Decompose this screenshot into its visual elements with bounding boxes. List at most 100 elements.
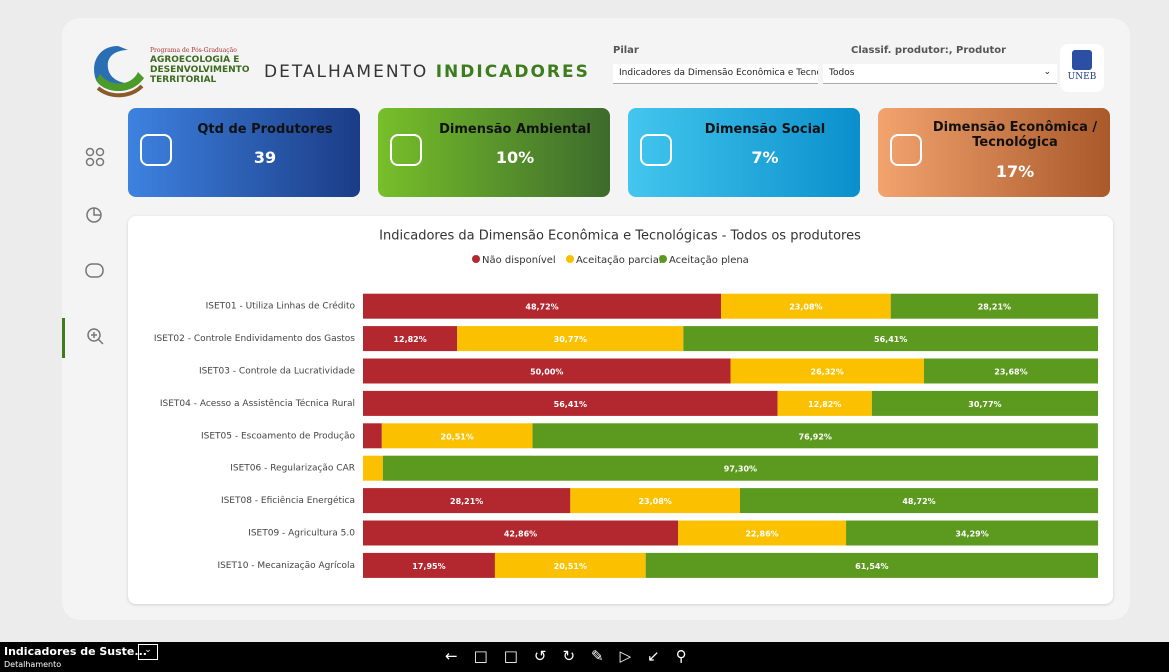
bar-segment	[457, 326, 684, 352]
bar-segment	[494, 552, 646, 578]
value-label: 56,41%	[874, 335, 907, 344]
legend-label: Não disponível	[482, 254, 556, 266]
card-title: Dimensão Ambiental	[439, 122, 591, 137]
toolbar-icons[interactable]: ←□□↺↻✎▷↙⚲	[445, 647, 703, 665]
bar-segment	[363, 455, 383, 481]
bar-segment	[532, 423, 1098, 449]
card-title: Dimensão Econômica / Tecnológica	[932, 120, 1098, 150]
bar-segment	[730, 358, 924, 384]
bar-segment	[363, 326, 458, 352]
bar-segment	[739, 488, 1099, 514]
kpi-card: Dimensão Econômica / Tecnológica 17%	[878, 108, 1110, 197]
card-title: Dimensão Social	[704, 122, 826, 137]
value-label: 30,77%	[554, 335, 587, 344]
value-label: 12,82%	[808, 400, 841, 409]
value-label: 23,68%	[994, 368, 1027, 377]
bar-segment	[923, 358, 1098, 384]
bar-segment	[363, 520, 679, 546]
bar-segment	[678, 520, 847, 546]
kpi-card: Dimensão Ambiental 10%	[378, 108, 610, 197]
page-dropdown[interactable]: ⌄	[138, 644, 158, 660]
nav-icons	[85, 147, 105, 345]
bar-segment	[890, 293, 1099, 319]
value-label: 23,08%	[789, 303, 822, 312]
value-label: 22,86%	[745, 530, 778, 539]
logo-line: AGROECOLOGIA E	[150, 55, 240, 65]
chart-panel: Indicadores da Dimensão Econômica e Tecn…	[128, 216, 1113, 604]
filter-label: Pilar	[613, 45, 639, 56]
title-plain: DETALHAMENTO	[264, 62, 429, 82]
nav-active	[62, 318, 65, 358]
bar-segment	[871, 390, 1098, 416]
category-label: ISET08 - Eficiência Energética	[221, 495, 355, 506]
value-label: 26,32%	[811, 368, 844, 377]
legend-dot	[472, 255, 480, 263]
category-label: ISET03 - Controle da Lucratividade	[199, 367, 356, 377]
filter-dropdown[interactable]: Indicadores da Dimensão Econômica e Tecn…	[613, 64, 818, 84]
value-label: 61,54%	[855, 562, 888, 571]
bar-segment	[363, 488, 571, 514]
value-label: 48,72%	[525, 303, 558, 312]
bar-segment	[381, 423, 533, 449]
filter-value: Indicadores da Dimensão Econômica e Tecn…	[619, 68, 818, 78]
page-title: DETALHAMENTO INDICADORES	[264, 62, 590, 82]
bar-segment	[363, 390, 778, 416]
card-value: 17%	[995, 162, 1035, 181]
bar-segment	[846, 520, 1099, 546]
card-value: 10%	[495, 148, 535, 167]
bar-segment	[570, 488, 740, 514]
value-label: 20,51%	[554, 562, 587, 571]
legend-label: Aceitação plena	[669, 255, 749, 266]
category-label: ISET02 - Controle Endividamento dos Gast…	[154, 334, 355, 344]
value-label: 23,08%	[638, 497, 671, 506]
program-name: AGROECOLOGIA E DESENVOLVIMENTO TERRITORI…	[150, 55, 249, 85]
category-label: ISET04 - Acesso a Assistência Técnica Ru…	[160, 398, 355, 409]
value-label: 50,00%	[530, 368, 563, 377]
logo-line: TERRITORIAL	[150, 75, 217, 85]
legend-dot	[659, 255, 667, 263]
card-value: 7%	[751, 148, 779, 167]
logo-line: DESENVOLVIMENTO	[150, 65, 250, 75]
bar-segment	[683, 326, 1098, 352]
kpi-card: Qtd de Produtores 39	[128, 108, 360, 197]
value-label: 28,21%	[450, 497, 483, 506]
program-label: Programa de Pós-Graduação	[150, 47, 237, 54]
bar-segment	[721, 293, 891, 319]
legend-dot	[566, 255, 574, 263]
value-label: 17,95%	[412, 562, 445, 571]
bar-segment	[645, 552, 1098, 578]
filter-value: Todos	[829, 68, 855, 78]
kpi-card: Dimensão Social 7%	[628, 108, 860, 197]
card-title: Qtd de Produtores	[197, 122, 333, 137]
value-label: 34,29%	[955, 530, 988, 539]
chart: Indicadores da Dimensão Econômica e Tecn…	[154, 229, 1099, 578]
card-value: 39	[253, 148, 277, 167]
bar-segment	[363, 358, 731, 384]
category-label: ISET06 - Regularização CAR	[230, 464, 355, 474]
bar-segment	[777, 390, 872, 416]
value-label: 97,30%	[724, 465, 757, 474]
page-name: Detalhamento	[4, 660, 62, 669]
university-logo: UNEB	[1060, 44, 1104, 92]
value-label: 28,21%	[978, 303, 1011, 312]
report-name[interactable]: Indicadores de Suste...	[4, 645, 147, 658]
value-label: 48,72%	[902, 497, 935, 506]
category-label: ISET10 - Mecanização Agrícola	[217, 561, 355, 571]
title-accent: INDICADORES	[435, 62, 590, 82]
filter-label: Classif. produtor:, Produtor	[851, 45, 1007, 56]
logo-mark	[94, 46, 144, 98]
taskbar: Indicadores de Suste... Detalhamento ⌄ ←…	[0, 642, 1169, 672]
bar-segment	[363, 552, 495, 578]
category-label: ISET05 - Escoamento de Produção	[201, 431, 355, 441]
value-label: 30,77%	[968, 400, 1001, 409]
bar-segment	[363, 423, 382, 449]
bar-segment	[382, 455, 1099, 481]
filter-dropdown[interactable]: Todos ⌄	[823, 64, 1057, 84]
category-label: ISET09 - Agricultura 5.0	[248, 529, 355, 539]
value-label: 20,51%	[441, 432, 474, 441]
chart-title: Indicadores da Dimensão Econômica e Tecn…	[379, 229, 861, 244]
bar-segment	[363, 293, 722, 319]
value-label: 76,92%	[799, 432, 832, 441]
category-label: ISET01 - Utiliza Linhas de Crédito	[206, 301, 356, 312]
legend-label: Aceitação parcial	[576, 255, 662, 266]
